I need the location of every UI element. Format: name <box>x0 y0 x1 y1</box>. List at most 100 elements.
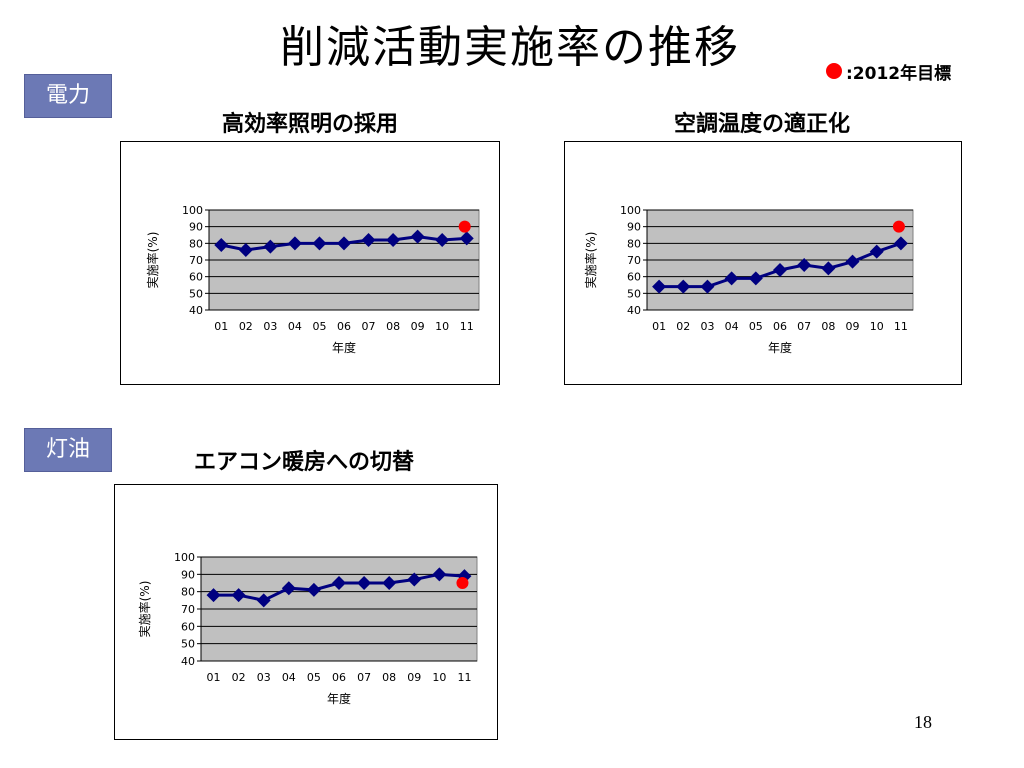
y-tick-label: 40 <box>627 304 641 317</box>
x-tick-label: 03 <box>257 671 271 684</box>
y-tick-label: 40 <box>181 655 195 668</box>
data-point-marker <box>361 233 376 247</box>
x-tick-label: 09 <box>407 671 421 684</box>
data-point-marker <box>432 567 447 582</box>
y-tick-label: 90 <box>627 221 641 234</box>
y-tick-label: 100 <box>182 204 203 217</box>
data-point-marker <box>231 588 246 603</box>
data-point-marker <box>287 236 302 251</box>
y-tick-label: 60 <box>189 271 203 284</box>
data-point-marker <box>332 576 346 590</box>
x-tick-label: 06 <box>773 320 787 333</box>
x-tick-label: 07 <box>797 320 811 333</box>
x-tick-label: 02 <box>232 671 246 684</box>
data-point-marker <box>893 236 908 251</box>
x-tick-label: 05 <box>312 320 326 333</box>
x-tick-label: 02 <box>676 320 690 333</box>
chart-title-aircon-temp: 空調温度の適正化 <box>673 112 850 137</box>
x-tick-label: 05 <box>749 320 763 333</box>
data-point-marker <box>238 243 253 257</box>
x-tick-label: 10 <box>432 671 446 684</box>
x-tick-label: 07 <box>357 671 371 684</box>
x-tick-label: 06 <box>332 671 346 684</box>
target-marker <box>892 220 905 233</box>
x-tick-label: 03 <box>700 320 714 333</box>
y-tick-label: 50 <box>627 287 641 300</box>
data-point-marker <box>407 572 422 587</box>
data-point-marker <box>214 238 229 252</box>
data-point-marker <box>281 581 296 596</box>
x-tick-label: 05 <box>307 671 321 684</box>
chart-lighting: 40 50 60 70 80 90 100 01 02 03 04 05 06 07 08 09 10 11 年度 実… <box>120 141 500 385</box>
x-axis-label: 年度 <box>327 691 351 706</box>
x-tick-label: 11 <box>460 320 474 333</box>
x-tick-label: 11 <box>894 320 908 333</box>
y-axis-label: 実施率(%) <box>137 581 152 638</box>
x-tick-label: 04 <box>725 320 739 333</box>
data-point-marker <box>676 279 691 294</box>
data-point-marker <box>206 588 221 603</box>
x-tick-label: 09 <box>411 320 425 333</box>
data-point-marker <box>821 261 836 276</box>
chart-svg: 40 50 60 70 80 90 100 01 02 03 04 05 06 07 08 09 10 11 年度 実… <box>583 204 914 355</box>
data-point-marker <box>312 236 327 251</box>
data-point-marker <box>386 233 401 247</box>
chart-aircon-temp: 40 50 60 70 80 90 100 01 02 03 04 05 06 07 08 09 10 11 年度 実… <box>564 141 962 385</box>
data-point-marker <box>256 593 271 608</box>
data-point-marker <box>357 576 372 590</box>
x-tick-label: 09 <box>846 320 860 333</box>
y-tick-label: 70 <box>627 254 641 267</box>
target-marker-icon <box>826 63 842 79</box>
x-tick-label: 10 <box>435 320 449 333</box>
y-tick-label: 60 <box>181 620 195 633</box>
x-axis-label: 年度 <box>768 340 792 355</box>
x-tick-label: 08 <box>382 671 396 684</box>
y-tick-label: 90 <box>189 221 203 234</box>
data-point-marker <box>748 271 763 286</box>
x-tick-label: 06 <box>337 320 351 333</box>
data-point-marker <box>306 582 321 597</box>
chart-aircon-heating: 40 50 60 70 80 90 100 01 02 03 04 05 06 07 08 09 10 11 年度 実… <box>114 484 498 740</box>
legend: :2012年目標 <box>826 58 951 84</box>
y-tick-label: 80 <box>181 586 195 599</box>
target-marker <box>458 220 471 233</box>
chart-title-lighting: 高効率照明の採用 <box>221 112 398 137</box>
page-number: 18 <box>914 712 932 732</box>
x-tick-label: 08 <box>386 320 400 333</box>
data-point-marker <box>382 576 397 590</box>
target-marker <box>456 577 469 589</box>
data-point-marker <box>773 263 787 277</box>
y-tick-label: 50 <box>189 287 203 300</box>
x-tick-label: 07 <box>362 320 376 333</box>
x-tick-label: 04 <box>288 320 302 333</box>
y-tick-label: 60 <box>627 271 641 284</box>
data-point-marker <box>337 236 351 251</box>
y-tick-label: 100 <box>620 204 641 217</box>
x-tick-label: 01 <box>214 320 228 333</box>
x-tick-label: 08 <box>821 320 835 333</box>
x-tick-label: 02 <box>239 320 253 333</box>
x-tick-label: 01 <box>652 320 666 333</box>
data-point-marker <box>410 229 425 244</box>
y-tick-label: 70 <box>189 254 203 267</box>
data-point-marker <box>652 279 667 294</box>
data-point-marker <box>869 244 884 259</box>
data-point-marker <box>263 239 278 254</box>
y-tick-label: 40 <box>189 304 203 317</box>
chart-svg: 40 50 60 70 80 90 100 01 02 03 04 05 06 07 08 09 10 11 年度 実… <box>137 551 478 706</box>
data-point-marker <box>724 271 739 286</box>
section-label-electricity: 電力 <box>24 74 112 118</box>
y-tick-label: 50 <box>181 638 195 651</box>
slide-title: 削減活動実施率の推移 <box>280 22 740 73</box>
y-axis-label: 実施率(%) <box>583 232 598 289</box>
data-point-marker <box>435 233 450 247</box>
x-axis-label: 年度 <box>332 340 356 355</box>
y-tick-label: 80 <box>189 237 203 250</box>
data-point-marker <box>845 254 860 269</box>
y-tick-label: 70 <box>181 603 195 616</box>
x-tick-label: 03 <box>263 320 277 333</box>
x-tick-label: 10 <box>870 320 884 333</box>
y-tick-label: 80 <box>627 237 641 250</box>
data-point-marker <box>459 231 474 246</box>
y-axis-label: 実施率(%) <box>145 232 160 289</box>
